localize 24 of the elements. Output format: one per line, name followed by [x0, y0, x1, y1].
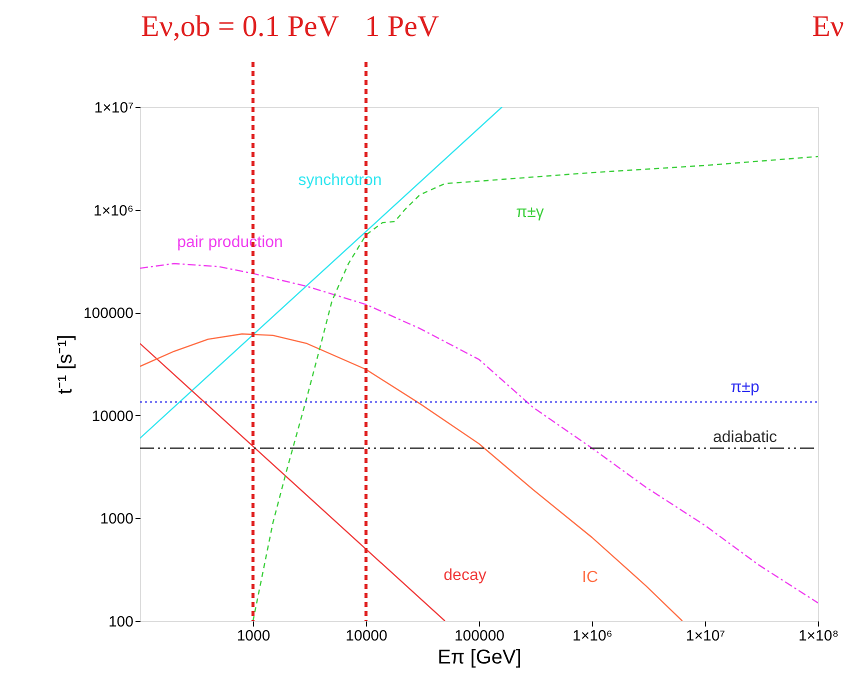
- y-tick-label: 100000: [83, 305, 134, 322]
- series-label: synchrotron: [298, 172, 382, 189]
- series-label: decay: [444, 567, 486, 584]
- x-tick-label: 1000: [236, 628, 270, 644]
- series-label: pair production: [177, 234, 283, 251]
- series-label: π±p: [730, 379, 760, 396]
- y-tick-label: 1×10⁶: [94, 202, 134, 220]
- y-tick-label: 100: [108, 614, 134, 630]
- y-tick-label: 1×10⁷: [94, 100, 134, 116]
- series-label: IC: [582, 569, 598, 586]
- x-tick-label: 1×10⁶: [572, 628, 612, 644]
- text: Eν,ob = 0.1 PeV: [141, 10, 340, 43]
- text: 1 PeV: [364, 10, 440, 43]
- x-tick-label: 1×10⁷: [686, 628, 726, 644]
- y-axis-title: t⁻¹ [s⁻¹]: [54, 334, 76, 394]
- x-tick-label: 1×10⁸: [798, 628, 839, 644]
- x-axis-title: Eπ [GeV]: [438, 646, 522, 668]
- series-label: π±γ: [516, 204, 544, 221]
- x-tick-label: 100000: [454, 628, 505, 644]
- text: Eν: [812, 10, 844, 43]
- y-tick-label: 1000: [100, 510, 134, 528]
- x-tick-label: 10000: [346, 628, 388, 644]
- y-tick-label: 10000: [92, 408, 134, 425]
- series-label: adiabatic: [712, 429, 778, 446]
